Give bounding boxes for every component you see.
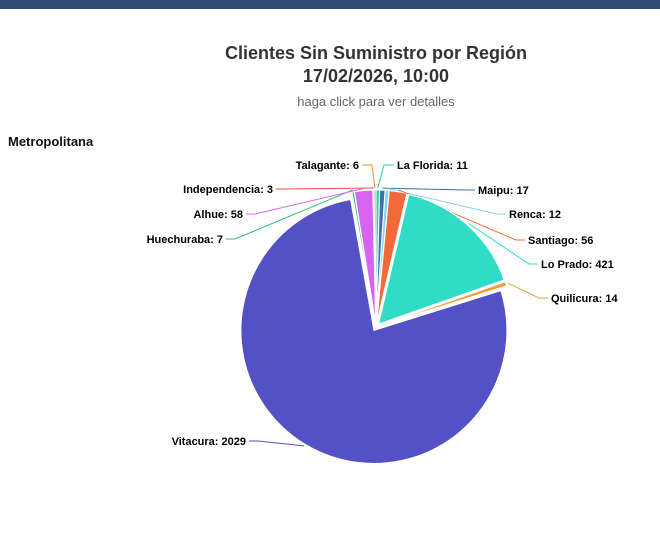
data-label-vitacura: Vitacura: 2029 [172, 436, 246, 448]
data-label-talagante: Talagante: 6 [296, 160, 359, 172]
connector-alhue [246, 188, 364, 215]
connector-talagante [362, 164, 376, 189]
region-label: Metropolitana [8, 134, 94, 149]
connector-renca [387, 187, 506, 215]
data-label-santiago: Santiago: 56 [528, 235, 593, 247]
data-label-renca: Renca: 12 [509, 209, 561, 221]
pie-slice-vitacura[interactable] [240, 198, 508, 464]
connector-lo-prado [468, 223, 538, 265]
connector-vitacura [249, 440, 304, 447]
top-navigation-bar [0, 0, 660, 9]
chart-subtitle: haga click para ver detalles [297, 94, 455, 109]
data-label-maipu: Maipu: 17 [478, 185, 529, 197]
data-label-lo-prado: Lo Prado: 421 [541, 259, 614, 271]
data-label-la-florida: La Florida: 11 [397, 160, 468, 172]
chart-title-line1: Clientes Sin Suministro por Región [224, 43, 528, 63]
data-label-huechuraba: Huechuraba: 7 [147, 234, 223, 246]
connector-huechuraba [226, 189, 353, 240]
pie-slice-talagante[interactable] [373, 189, 377, 324]
data-label-independencia: Independencia: 3 [183, 184, 273, 196]
connector-la-florida [377, 164, 394, 189]
connector-independencia [276, 187, 374, 190]
pie-slice-lo-prado[interactable] [377, 193, 505, 325]
chart-title-line2: 17/02/2026, 10:00 [302, 66, 450, 86]
chart-title: Clientes Sin Suministro por Región 17/02… [176, 42, 576, 88]
data-label-quilicura: Quilicura: 14 [551, 293, 619, 305]
connector-maipu [382, 187, 475, 191]
pie-slice-quilicura[interactable] [379, 281, 508, 327]
data-label-alhue: Alhue: 58 [193, 209, 243, 221]
connector-quilicura [507, 282, 548, 299]
